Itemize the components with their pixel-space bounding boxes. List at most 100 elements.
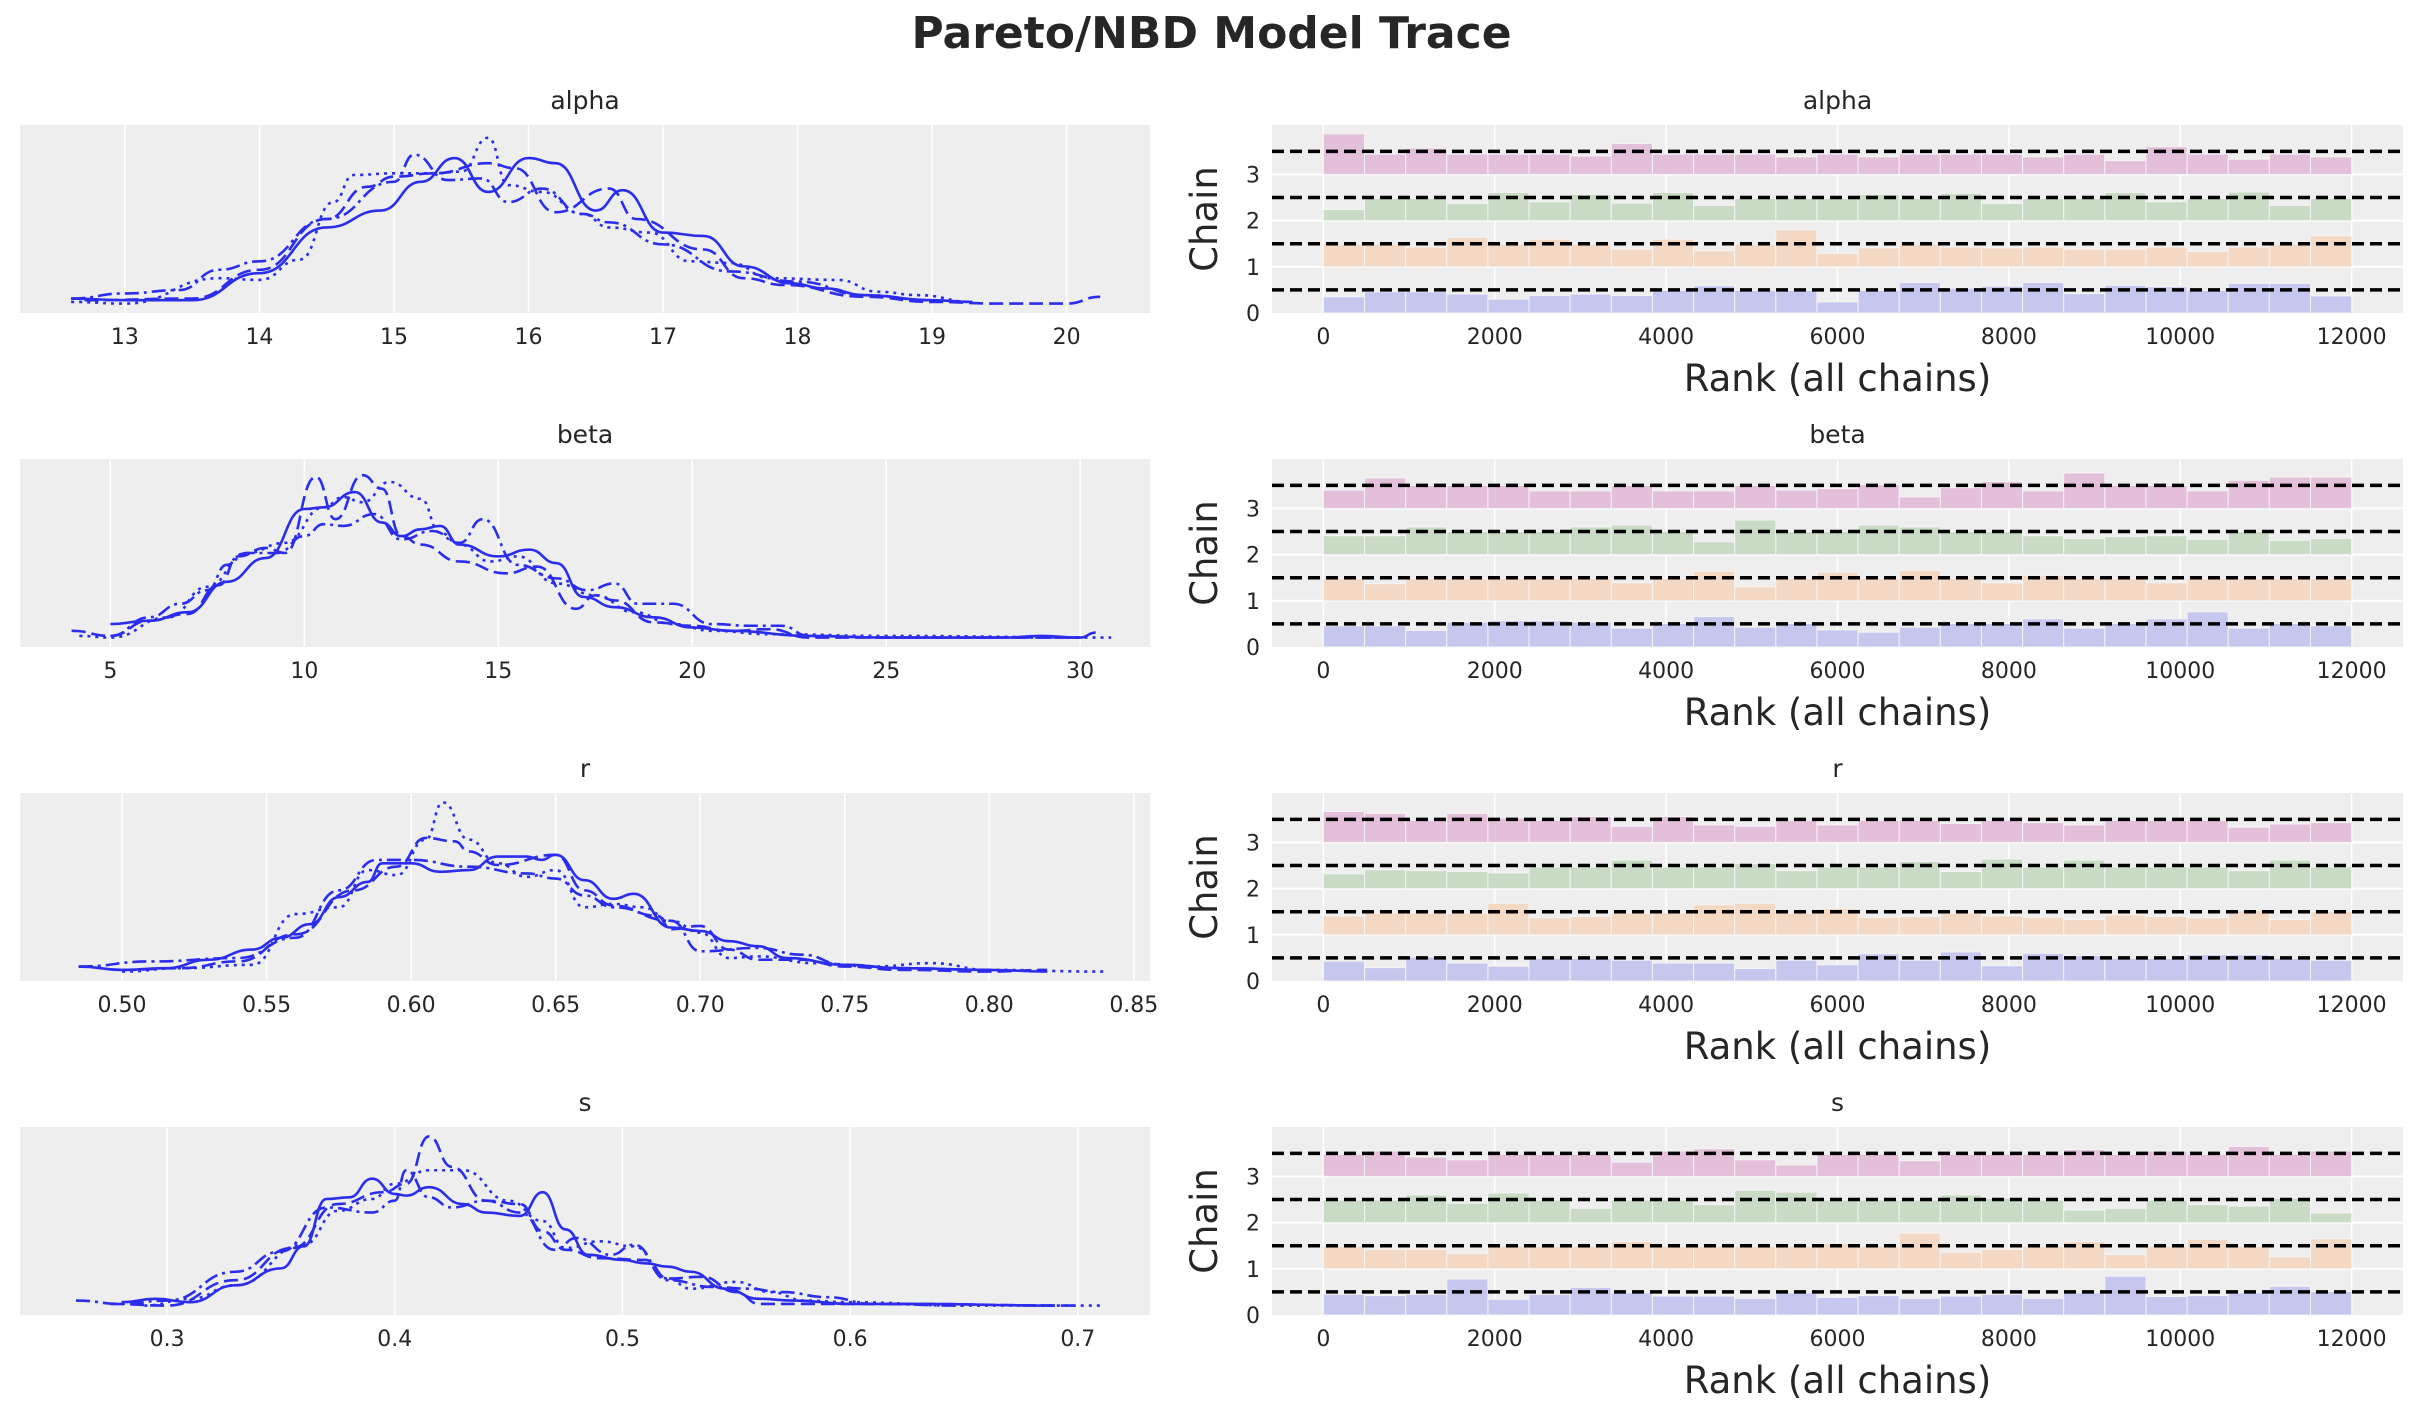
subplot-title: r	[1832, 754, 1843, 783]
rank-bar-chain-2	[2104, 536, 2147, 556]
rank-bar-chain-0	[2309, 1290, 2353, 1316]
rank-bar-chain-0	[1775, 622, 1818, 648]
x-tick-label: 4000	[1638, 1327, 1694, 1352]
y-tick-label: 0	[1246, 636, 1260, 661]
rank-bar-chain-2	[1980, 858, 2024, 890]
rank-bar-chain-1	[2063, 578, 2106, 602]
rank-bar-chain-1	[1980, 582, 2024, 602]
rank-bar-chain-0	[1816, 301, 1859, 314]
rank-bar-chain-2	[1446, 1202, 1489, 1224]
y-tick-label: 3	[1246, 1165, 1260, 1190]
rank-bar-chain-2	[2022, 535, 2065, 556]
rank-bar-chain-3	[1322, 133, 1366, 175]
x-tick-label: 0.70	[676, 993, 725, 1018]
x-tick-label: 0.85	[1109, 993, 1158, 1018]
x-tick-label: 0.4	[377, 1327, 412, 1352]
rank-bar-chain-0	[1610, 627, 1653, 648]
rank-bar-chain-0	[1610, 1292, 1653, 1316]
rank-bar-chain-3	[1693, 824, 1736, 843]
rank-bar-chain-0	[1651, 1295, 1695, 1316]
rank-bar-chain-1	[1898, 243, 1941, 268]
rank-bar-chain-0	[2227, 1292, 2270, 1316]
rank-bar-chain-2	[1405, 197, 1448, 222]
rank-bar-chain-3	[1980, 819, 2024, 843]
rank-bar-chain-1	[1939, 246, 1982, 268]
rank-bar-chain-0	[1610, 959, 1653, 982]
rank-bar-chain-2	[2309, 866, 2353, 890]
rank-bar-chain-1	[1446, 1253, 1489, 1270]
rank-bar-chain-2	[2145, 535, 2188, 556]
rank-bar-chain-1	[1487, 1245, 1530, 1270]
rank-bar-chain-0	[1734, 289, 1777, 314]
rank-bar-chain-1	[1734, 902, 1777, 936]
rank-bar-chain-2	[1610, 202, 1653, 222]
rank-bar-chain-0	[1405, 629, 1448, 648]
rank-bar-chain-2	[1405, 870, 1448, 890]
rank-bar-chain-2	[1322, 535, 1366, 556]
x-tick-label: 10000	[2145, 325, 2215, 350]
kde-line-dotted	[79, 480, 1112, 639]
x-tick-label: 10000	[2145, 659, 2215, 684]
rank-bar-chain-0	[1898, 959, 1941, 982]
rank-bar-chain-2	[1898, 1199, 1941, 1224]
rank-bar-chain-2	[1816, 531, 1859, 556]
y-tick-label: 3	[1246, 163, 1260, 188]
rank-bar-chain-1	[1734, 243, 1777, 268]
rank-bar-chain-2	[1980, 203, 2024, 222]
rank-bar-chain-0	[2063, 627, 2106, 648]
figure-title: Pareto/NBD Model Trace	[911, 8, 1512, 59]
rank-bar-chain-2	[2186, 197, 2229, 222]
y-tick-label: 1	[1246, 924, 1260, 949]
rank-bar-chain-2	[1693, 1204, 1736, 1224]
rank-bar-chain-2	[2063, 537, 2106, 556]
rank-bar-chain-0	[1322, 625, 1366, 648]
rank-bar-chain-0	[2186, 1295, 2229, 1316]
rank-bar-chain-2	[1528, 1199, 1571, 1224]
rank-bar-chain-3	[1610, 484, 1653, 509]
x-tick-label: 0.50	[98, 993, 147, 1018]
rank-bar-chain-1	[1816, 252, 1859, 268]
x-tick-label: 10	[290, 659, 318, 684]
rank-bar-chain-1	[1405, 1248, 1448, 1270]
rank-bar-chain-2	[1980, 1197, 2024, 1224]
subplot-title: alpha	[1803, 86, 1872, 115]
rank-bar-chain-0	[1857, 1295, 1900, 1316]
rank-bar-chain-0	[2022, 1297, 2065, 1316]
rank-bar-chain-1	[2063, 919, 2106, 936]
rank-bar-chain-3	[1651, 153, 1695, 175]
rank-bar-chain-0	[1364, 967, 1407, 982]
rank-bar-chain-1	[1569, 1245, 1612, 1270]
rank-bar-chain-1	[1487, 902, 1530, 936]
x-tick-label: 0.80	[965, 993, 1014, 1018]
rank-bar-chain-2	[2022, 1199, 2065, 1224]
rank-bar-chain-1	[2063, 248, 2106, 268]
rank-bar-chain-0	[1651, 962, 1695, 982]
y-tick-label: 3	[1246, 497, 1260, 522]
rank-panel-alpha: alpha 0 2000 4000 6000 8000 10000 12000 0 1 2 3 Rank…	[1183, 86, 2403, 400]
rank-bar-chain-3	[1322, 810, 1366, 843]
rank-bar-chain-3	[1816, 1153, 1859, 1177]
x-tick-label: 19	[918, 325, 946, 350]
rank-bar-chain-0	[2186, 611, 2229, 648]
rank-bar-chain-1	[2227, 578, 2270, 602]
rank-bar-chain-3	[1775, 489, 1818, 509]
x-tick-label: 2000	[1467, 325, 1523, 350]
rank-bar-chain-1	[1528, 1245, 1571, 1270]
rank-bar-chain-3	[2063, 472, 2106, 509]
rank-bar-chain-1	[2268, 578, 2311, 602]
rank-bar-chain-1	[2104, 1253, 2147, 1270]
plot-background	[20, 793, 1150, 981]
rank-bar-chain-1	[1364, 1248, 1407, 1270]
rank-bar-chain-0	[1693, 616, 1736, 648]
rank-bar-chain-0	[1487, 298, 1530, 314]
rank-bar-chain-0	[1816, 964, 1859, 982]
x-tick-label: 12000	[2317, 659, 2387, 684]
x-tick-label: 20	[1053, 325, 1081, 350]
rank-bar-chain-0	[1857, 631, 1900, 648]
rank-bar-chain-2	[2309, 537, 2353, 556]
x-tick-label: 20	[678, 659, 706, 684]
rank-bar-chain-1	[2145, 1245, 2188, 1270]
rank-bar-chain-1	[1980, 1248, 2024, 1270]
rank-bar-chain-0	[1446, 1278, 1489, 1316]
